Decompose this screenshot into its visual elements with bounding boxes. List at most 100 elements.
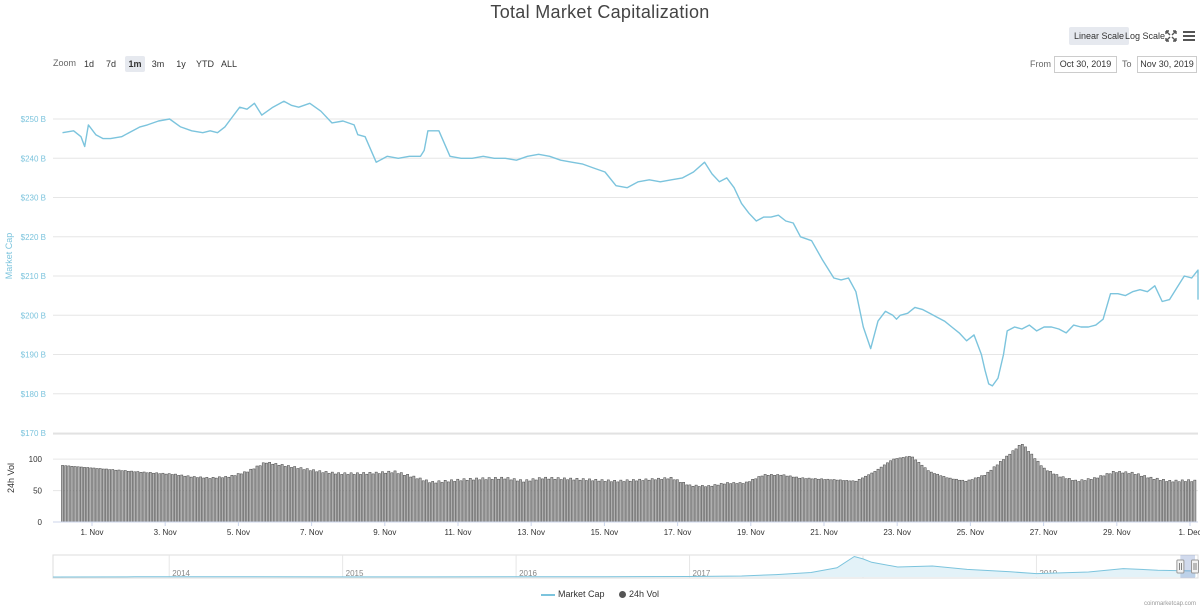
zoom-1m-button[interactable]: 1m [125, 56, 145, 72]
x-tick-label: 1. Nov [80, 528, 103, 537]
volume-bar [450, 479, 453, 523]
navigator-left-handle[interactable] [1176, 559, 1185, 574]
y-tick-label: $170 B [21, 429, 46, 438]
zoom-all-button[interactable]: ALL [220, 59, 237, 69]
volume-bar [977, 477, 980, 523]
volume-bar [396, 473, 400, 523]
navigator-right-handle[interactable] [1191, 559, 1199, 574]
volume-bar [970, 479, 974, 523]
volume-bar [936, 473, 940, 523]
x-tick-label: 29. Nov [1103, 528, 1131, 537]
volume-bar [167, 473, 171, 523]
fullscreen-icon[interactable] [1164, 29, 1178, 43]
navigator-area [53, 556, 1196, 577]
volume-bar [1124, 471, 1128, 523]
volume-bar [933, 473, 936, 523]
volume-bar [807, 477, 811, 523]
volume-bar [964, 481, 968, 523]
volume-bar [512, 478, 516, 523]
volume-y-axis: 100 50 0 [29, 455, 43, 527]
market-cap-axis-title: Market Cap [4, 233, 14, 280]
volume-bar [340, 474, 344, 523]
volume-bar [462, 478, 466, 523]
linear-scale-button[interactable]: Linear Scale [1069, 27, 1130, 45]
volume-bar [214, 477, 218, 523]
legend-market-cap[interactable]: Market Cap [540, 589, 604, 599]
volume-bar [559, 479, 563, 523]
chart-title: Total Market Capitalization [490, 2, 710, 22]
volume-bar [929, 471, 933, 523]
volume-bar [308, 470, 312, 523]
volume-bar [1011, 450, 1015, 523]
hamburger-menu-icon[interactable] [1182, 29, 1196, 43]
to-label: To [1122, 59, 1132, 69]
volume-bars [61, 444, 1197, 523]
volume-bar [130, 470, 133, 523]
log-scale-button[interactable]: Log Scale [1125, 31, 1166, 41]
volume-bar [948, 477, 952, 523]
volume-bar [443, 480, 447, 523]
volume-bar [321, 472, 325, 523]
volume-bar [111, 469, 115, 523]
volume-bar [1174, 479, 1178, 523]
volume-bar [105, 468, 108, 523]
x-tick-label: 17. Nov [664, 528, 692, 537]
volume-bar [531, 478, 535, 523]
x-tick-label: 27. Nov [1030, 528, 1058, 537]
volume-bar [644, 478, 648, 523]
zoom-1d-button[interactable]: 1d [83, 59, 94, 69]
volume-bar [722, 483, 726, 523]
volume-bar [801, 477, 805, 523]
volume-bar [1020, 444, 1024, 523]
legend: Market Cap 24h Vol [0, 589, 1200, 599]
x-tick-label: 7. Nov [300, 528, 323, 537]
volume-bar [1158, 480, 1162, 523]
volume-bar [867, 474, 871, 523]
volume-bar [744, 481, 748, 523]
volume-bar [459, 480, 463, 523]
volume-bar [155, 472, 159, 523]
volume-bar [73, 466, 77, 523]
volume-bar [829, 479, 833, 523]
volume-bar [616, 481, 620, 523]
volume-bar [230, 475, 234, 523]
volume-bar [1099, 475, 1103, 523]
zoom-3m-button[interactable]: 3m [151, 59, 165, 69]
legend-24h-vol[interactable]: 24h Vol [619, 589, 659, 599]
volume-bar [312, 469, 315, 523]
volume-bar [986, 471, 990, 523]
volume-bar [719, 483, 723, 523]
volume-bar [70, 466, 74, 523]
volume-bar [726, 482, 729, 523]
from-date-input[interactable]: Oct 30, 2019 [1054, 56, 1117, 73]
volume-bar [1074, 479, 1078, 523]
volume-bar [1115, 472, 1118, 523]
zoom-7d-button[interactable]: 7d [105, 59, 116, 69]
volume-bar [710, 485, 714, 523]
volume-bar [1162, 479, 1165, 523]
volume-bar [186, 475, 190, 523]
volume-bar [83, 467, 86, 523]
volume-bar [1118, 471, 1121, 523]
volume-bar [249, 468, 253, 523]
volume-bar [152, 472, 155, 523]
credits[interactable]: coinmarketcap.com [1143, 601, 1196, 607]
volume-bar [628, 480, 632, 523]
volume-bar [839, 479, 842, 523]
zoom-ytd-button[interactable]: YTD [196, 59, 214, 69]
volume-bar [208, 478, 212, 523]
x-tick-label: 11. Nov [445, 528, 472, 537]
volume-bar [735, 483, 739, 523]
volume-bar [202, 477, 206, 523]
navigator[interactable]: 201420152016201720182019 [52, 554, 1199, 579]
volume-bar [1033, 458, 1037, 523]
zoom-1y-button[interactable]: 1y [176, 59, 186, 69]
volume-bar [453, 481, 456, 523]
volume-bar [1193, 479, 1197, 523]
volume-bar [506, 477, 510, 523]
volume-bar [80, 466, 83, 523]
volume-bar [763, 474, 767, 523]
volume-bar [283, 466, 287, 523]
to-date-input[interactable]: Nov 30, 2019 [1137, 56, 1197, 73]
volume-bar [550, 477, 554, 523]
